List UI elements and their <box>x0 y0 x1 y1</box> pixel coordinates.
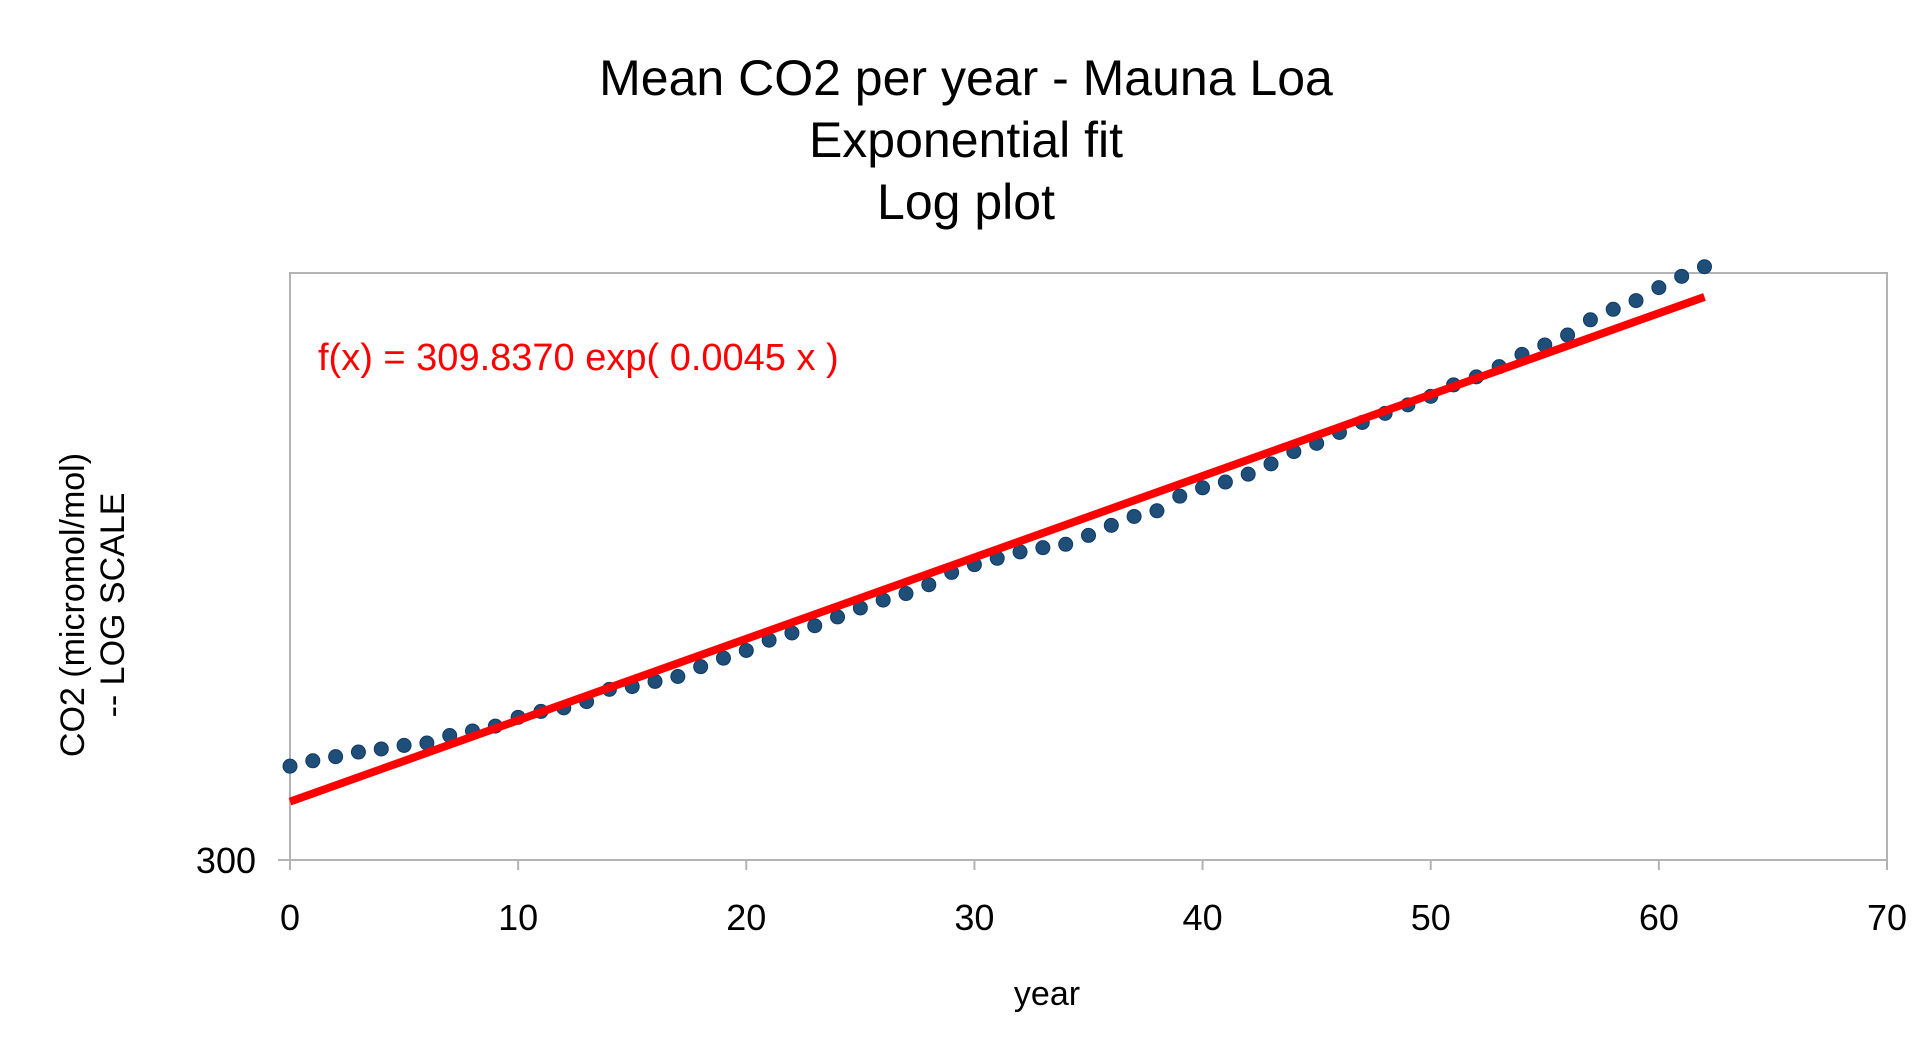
data-point <box>1651 280 1667 296</box>
x-tick-label: 40 <box>1183 897 1223 938</box>
data-point <box>1628 293 1644 309</box>
data-point <box>1240 466 1256 482</box>
chart-title-line-3: Log plot <box>877 174 1055 230</box>
data-point <box>693 659 709 675</box>
data-point <box>1081 527 1096 543</box>
data-point <box>282 758 298 774</box>
data-point <box>738 642 754 658</box>
fit-equation-label: f(x) = 309.8370 exp( 0.0045 x ) <box>318 337 839 379</box>
data-point <box>807 618 823 634</box>
chart-title-line-2: Exponential fit <box>809 112 1123 168</box>
data-point <box>1126 508 1142 524</box>
x-axis-label: year <box>1014 975 1080 1013</box>
data-point <box>1103 517 1119 533</box>
data-point <box>396 737 412 753</box>
x-tick-label: 10 <box>498 897 538 938</box>
data-point <box>1195 480 1211 496</box>
x-tick-label: 70 <box>1867 897 1907 938</box>
y-axis-label-line-2: -- LOG SCALE <box>94 493 132 718</box>
plot-area <box>289 272 1888 861</box>
data-point <box>1605 301 1621 317</box>
data-point <box>1582 312 1598 328</box>
data-point <box>1035 540 1051 556</box>
x-tick-label: 20 <box>726 897 766 938</box>
fit-line <box>288 293 1706 806</box>
data-point <box>1058 536 1074 552</box>
data-point <box>1172 488 1188 504</box>
chart-title: Mean CO2 per year - Mauna Loa Exponentia… <box>599 50 1333 230</box>
x-tick-label: 60 <box>1639 897 1679 938</box>
data-point <box>350 744 366 760</box>
data-point <box>373 741 389 757</box>
chart-title-line-1: Mean CO2 per year - Mauna Loa <box>599 50 1333 106</box>
x-tick-label: 30 <box>954 897 994 938</box>
data-point <box>305 753 321 769</box>
data-point <box>1149 503 1165 519</box>
data-point <box>1674 268 1690 284</box>
y-axis-label: CO2 (micromol/mol) -- LOG SCALE <box>54 453 132 757</box>
data-point <box>715 650 731 666</box>
x-tick-label: 0 <box>280 897 300 938</box>
data-point <box>921 577 937 593</box>
y-axis-ticks: 300 <box>196 840 290 881</box>
x-axis-ticks: 0 10 20 30 40 50 60 70 <box>280 860 1907 938</box>
y-tick-label: 300 <box>196 840 256 881</box>
data-point <box>1263 456 1279 472</box>
y-axis-label-line-1: CO2 (micromol/mol) <box>54 453 92 757</box>
data-point <box>670 668 686 684</box>
data-point <box>1696 259 1712 275</box>
x-tick-label: 50 <box>1411 897 1451 938</box>
data-point <box>898 586 914 602</box>
data-point <box>1217 474 1233 490</box>
data-point <box>328 749 344 765</box>
data-points <box>282 259 1712 774</box>
